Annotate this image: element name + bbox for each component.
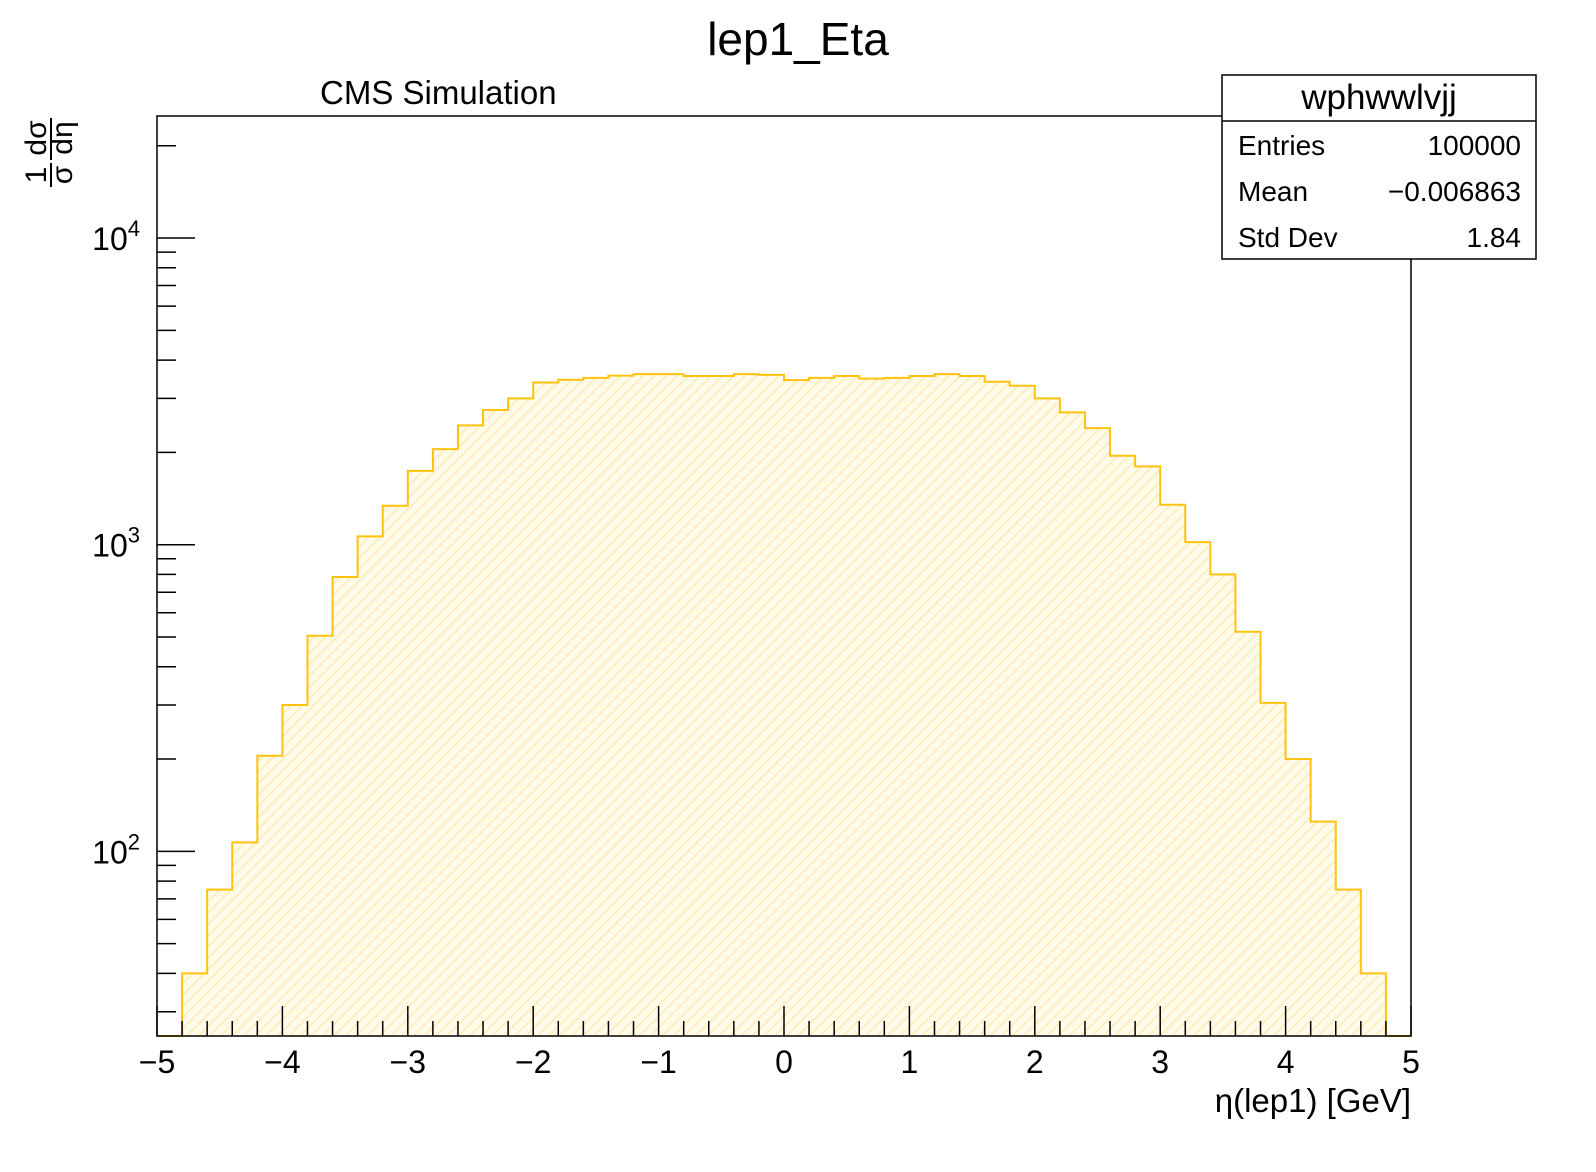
histogram-bin bbox=[709, 376, 734, 1036]
histogram-bin bbox=[383, 506, 408, 1036]
histogram-bin bbox=[834, 376, 859, 1036]
y-tick-label: 104 bbox=[92, 216, 140, 257]
histogram-bin bbox=[1085, 428, 1110, 1036]
x-axis-label: η(lep1) [GeV] bbox=[1215, 1082, 1411, 1119]
histogram-bin bbox=[307, 636, 332, 1036]
histogram-bin bbox=[608, 376, 633, 1036]
histogram-bin bbox=[207, 890, 232, 1036]
stats-box-frame bbox=[1221, 74, 1537, 260]
histogram bbox=[157, 373, 1411, 1037]
x-tick-label: 2 bbox=[1026, 1044, 1044, 1080]
histogram-bin bbox=[909, 376, 934, 1036]
stats-box: wphwwlvjj Entries 100000 Mean −0.006863 … bbox=[1221, 74, 1537, 260]
histogram-fill bbox=[157, 374, 1411, 1036]
y-tick-label: 102 bbox=[92, 829, 140, 870]
histogram-bin bbox=[985, 382, 1010, 1036]
x-tick-label: 3 bbox=[1151, 1044, 1169, 1080]
histogram-bin bbox=[884, 378, 909, 1036]
y-axis: 102 103 104 bbox=[92, 144, 195, 1013]
stats-entries-value: 100000 bbox=[1428, 130, 1521, 161]
histogram-bin bbox=[1185, 542, 1210, 1036]
histogram-bin bbox=[282, 705, 307, 1036]
x-tick-label: 4 bbox=[1277, 1044, 1295, 1080]
histogram-bin bbox=[1311, 822, 1336, 1036]
stats-stddev-label: Std Dev bbox=[1238, 222, 1338, 253]
histogram-bin bbox=[408, 471, 433, 1036]
histogram-bin bbox=[358, 536, 383, 1036]
histogram-bin bbox=[1160, 505, 1185, 1036]
y-axis-label-denominator-left: σ bbox=[46, 165, 79, 184]
histogram-bin bbox=[558, 380, 583, 1036]
histogram-bin bbox=[659, 374, 684, 1036]
x-tick-label: −5 bbox=[139, 1044, 175, 1080]
histogram-bin bbox=[182, 973, 207, 1036]
histogram-bin bbox=[809, 378, 834, 1036]
stats-box-title: wphwwlvjj bbox=[1300, 78, 1457, 117]
histogram-bin bbox=[634, 374, 659, 1036]
histogram-bin bbox=[1010, 386, 1035, 1036]
histogram-bin bbox=[583, 378, 608, 1036]
histogram-bin bbox=[1286, 759, 1311, 1036]
chart-subtitle: CMS Simulation bbox=[320, 74, 557, 111]
histogram-bin bbox=[734, 374, 759, 1036]
histogram-bin bbox=[533, 383, 558, 1036]
histogram-outline bbox=[157, 373, 1411, 1037]
histogram-bin bbox=[458, 425, 483, 1036]
chart-title: lep1_Eta bbox=[707, 13, 889, 65]
histogram-bin bbox=[483, 410, 508, 1036]
histogram-bin bbox=[257, 756, 282, 1036]
histogram-bin bbox=[934, 374, 959, 1036]
histogram-bin bbox=[960, 376, 985, 1036]
y-axis-label-numerator-left: 1 bbox=[20, 167, 53, 184]
histogram-bin bbox=[1261, 703, 1286, 1036]
stats-entries-label: Entries bbox=[1238, 130, 1325, 161]
histogram-bin bbox=[1060, 412, 1085, 1036]
x-tick-label: −3 bbox=[390, 1044, 426, 1080]
stats-stddev-value: 1.84 bbox=[1467, 222, 1522, 253]
x-tick-label: 0 bbox=[775, 1044, 793, 1080]
y-axis-label: 1 σ dσ dη bbox=[20, 118, 79, 187]
stats-mean-label: Mean bbox=[1238, 176, 1308, 207]
histogram-bin bbox=[508, 398, 533, 1036]
histogram-bin bbox=[759, 375, 784, 1036]
histogram-bin bbox=[784, 380, 809, 1036]
x-tick-label: −1 bbox=[640, 1044, 676, 1080]
histogram-bin bbox=[232, 842, 257, 1036]
histogram-bin bbox=[1110, 456, 1135, 1036]
histogram-bin bbox=[1361, 973, 1386, 1036]
x-axis: −5 −4 −3 −2 −1 0 1 2 3 4 5 bbox=[139, 1006, 1420, 1080]
histogram-bin bbox=[1210, 574, 1235, 1036]
y-axis-label-numerator-right: dσ bbox=[20, 120, 53, 156]
histogram-bin bbox=[1235, 632, 1260, 1036]
histogram-bin bbox=[1336, 890, 1361, 1036]
histogram-bin bbox=[433, 449, 458, 1036]
x-tick-label: −2 bbox=[515, 1044, 551, 1080]
histogram-bin bbox=[1035, 398, 1060, 1036]
x-tick-label: 1 bbox=[901, 1044, 919, 1080]
x-tick-label: 5 bbox=[1402, 1044, 1420, 1080]
histogram-bin bbox=[1135, 466, 1160, 1036]
x-tick-label: −4 bbox=[264, 1044, 300, 1080]
stats-mean-value: −0.006863 bbox=[1388, 176, 1521, 207]
histogram-bin bbox=[684, 376, 709, 1036]
histogram-bin bbox=[333, 577, 358, 1036]
y-tick-label: 103 bbox=[92, 523, 140, 564]
histogram-bin bbox=[859, 379, 884, 1036]
